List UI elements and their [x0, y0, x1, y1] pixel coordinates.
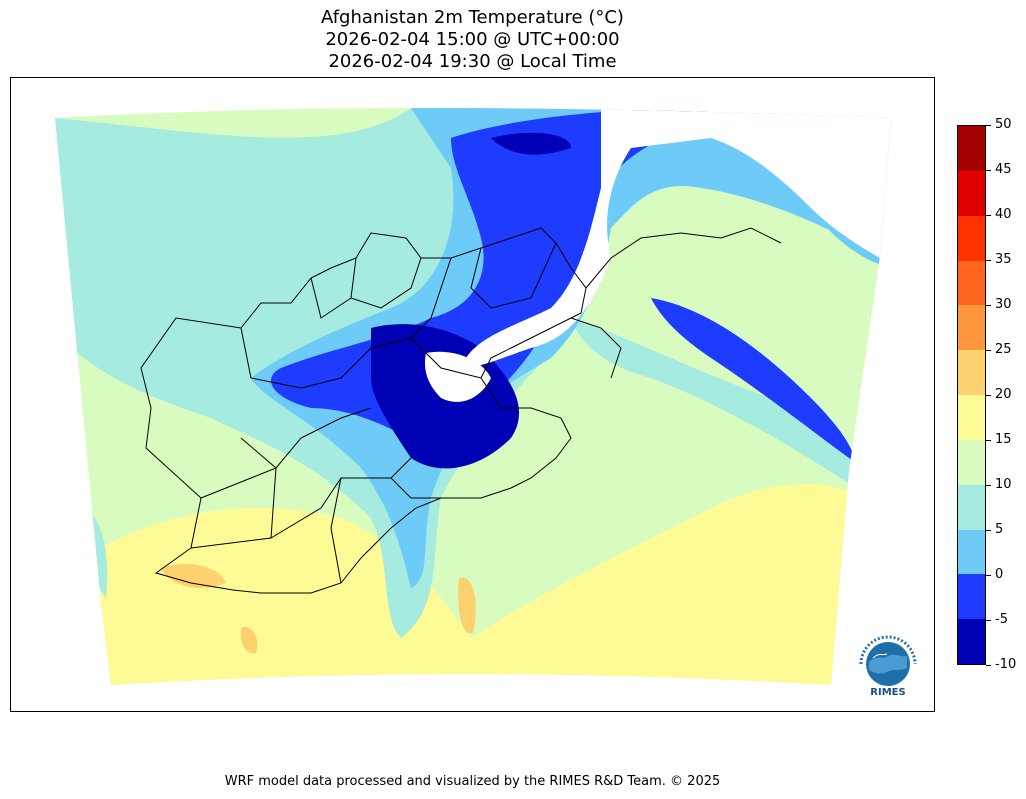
province-line-7 [470, 242, 557, 309]
colorbar-tick [986, 215, 991, 216]
colorbar-segment [958, 484, 985, 530]
colorbar-tick-label: 20 [995, 387, 1012, 402]
band-20-25-spot-3 [240, 627, 258, 654]
colorbar-tick-label: 15 [995, 432, 1012, 447]
footer-credit: WRF model data processed and visualized … [224, 774, 721, 789]
colorbar-segment [958, 574, 985, 620]
title-line-2: 2026-02-04 15:00 @ UTC+00:00 [325, 29, 620, 50]
colorbar-tick-label: 25 [995, 342, 1012, 357]
map-panel [10, 77, 935, 712]
title-line-1: Afghanistan 2m Temperature (°C) [321, 7, 624, 28]
temperature-map [55, 108, 891, 685]
colorbar-segment [958, 529, 985, 575]
colorbar-tick-label: 10 [995, 477, 1012, 492]
colorbar-tick-label: -5 [995, 612, 1008, 627]
colorbar-tick-label: 35 [995, 252, 1012, 267]
colorbar-tick-label: 0 [995, 567, 1004, 582]
colorbar-tick [986, 170, 991, 171]
colorbar-tick-label: 30 [995, 297, 1012, 312]
colorbar [957, 125, 986, 665]
colorbar-tick [986, 395, 991, 396]
province-line-1 [190, 437, 277, 549]
rimes-globe-logo-icon: RIMES [853, 632, 923, 702]
colorbar-segment [958, 305, 985, 351]
colorbar-segment [958, 215, 985, 261]
colorbar-segment [958, 439, 985, 486]
pakistan-border [570, 317, 622, 379]
no-data-area-2 [424, 351, 491, 402]
colorbar-tick [986, 350, 991, 351]
province-line-6 [310, 277, 352, 319]
province-line-8 [330, 477, 342, 584]
band-20-25-spot-2 [458, 577, 476, 634]
colorbar-segment [958, 260, 985, 306]
colorbar-tick [986, 485, 991, 486]
province-line-4 [200, 407, 372, 499]
neighbor-borders [570, 227, 782, 379]
colorbar-segment [958, 350, 985, 396]
colorbar-tick-label: 45 [995, 162, 1012, 177]
logo-text: RIMES [870, 687, 905, 698]
colorbar-segment [958, 619, 985, 665]
band-0-5 [251, 108, 891, 588]
band-20-25-spot-1 [161, 563, 226, 588]
colorbar-tick [986, 620, 991, 621]
colorbar-tick [986, 260, 991, 261]
colorbar-tick-label: 40 [995, 207, 1012, 222]
band-minus5-0-himalaya [651, 298, 856, 463]
afghanistan-border [140, 227, 587, 594]
colorbar-tick [986, 575, 991, 576]
band-5-10-east [571, 318, 871, 498]
province-borders [140, 227, 587, 594]
province-line-3 [240, 257, 452, 389]
colorbar-tick [986, 125, 991, 126]
map-title: Afghanistan 2m Temperature (°C) 2026-02-… [0, 7, 945, 73]
colorbar-tick [986, 305, 991, 306]
colorbar-tick-label: 5 [995, 522, 1004, 537]
province-line-5 [350, 257, 422, 309]
title-line-3: 2026-02-04 19:30 @ Local Time [328, 51, 617, 72]
colorbar-segment [958, 170, 985, 217]
colorbar-tick [986, 530, 991, 531]
band-15-20-south [71, 484, 861, 685]
province-line-9 [390, 477, 441, 499]
colorbar-tick-label: 50 [995, 117, 1012, 132]
colorbar-tick [986, 665, 991, 666]
band-minus10-minus5-north [491, 132, 571, 155]
colorbar-segment [958, 126, 985, 172]
no-data-area [461, 108, 891, 368]
province-line-10 [410, 337, 482, 379]
colorbar-tick [986, 440, 991, 441]
colorbar-segment [958, 395, 985, 441]
colorbar-tick-label: -10 [995, 657, 1017, 672]
kashmir-border [585, 227, 782, 289]
